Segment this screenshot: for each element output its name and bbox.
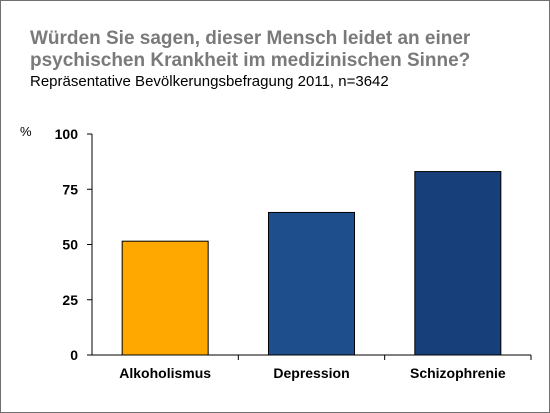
- bar-alkoholismus: [121, 240, 209, 356]
- y-tick-label: 75: [62, 181, 78, 197]
- y-tick-label: 25: [62, 292, 78, 308]
- y-tick-label: 0: [70, 347, 78, 363]
- y-axis-label: %: [20, 124, 32, 139]
- bar-schizophrenie: [414, 171, 502, 356]
- x-tick-label: Depression: [273, 365, 349, 381]
- chart-bars: [121, 171, 502, 356]
- y-tick-label: 50: [62, 237, 78, 253]
- x-tick-label: Schizophrenie: [410, 365, 506, 381]
- bar-depression: [268, 211, 355, 356]
- chart-subtitle: Repräsentative Bevölkerungsbefragung 201…: [30, 73, 389, 90]
- x-tick-label: Alkoholismus: [119, 365, 211, 381]
- y-tick-label: 100: [55, 126, 79, 142]
- chart-title: Würden Sie sagen, dieser Mensch leidet a…: [30, 28, 471, 71]
- chart-labels: 0 25 50 75 100 Alkoholismus Depression Schizoph…: [55, 126, 506, 381]
